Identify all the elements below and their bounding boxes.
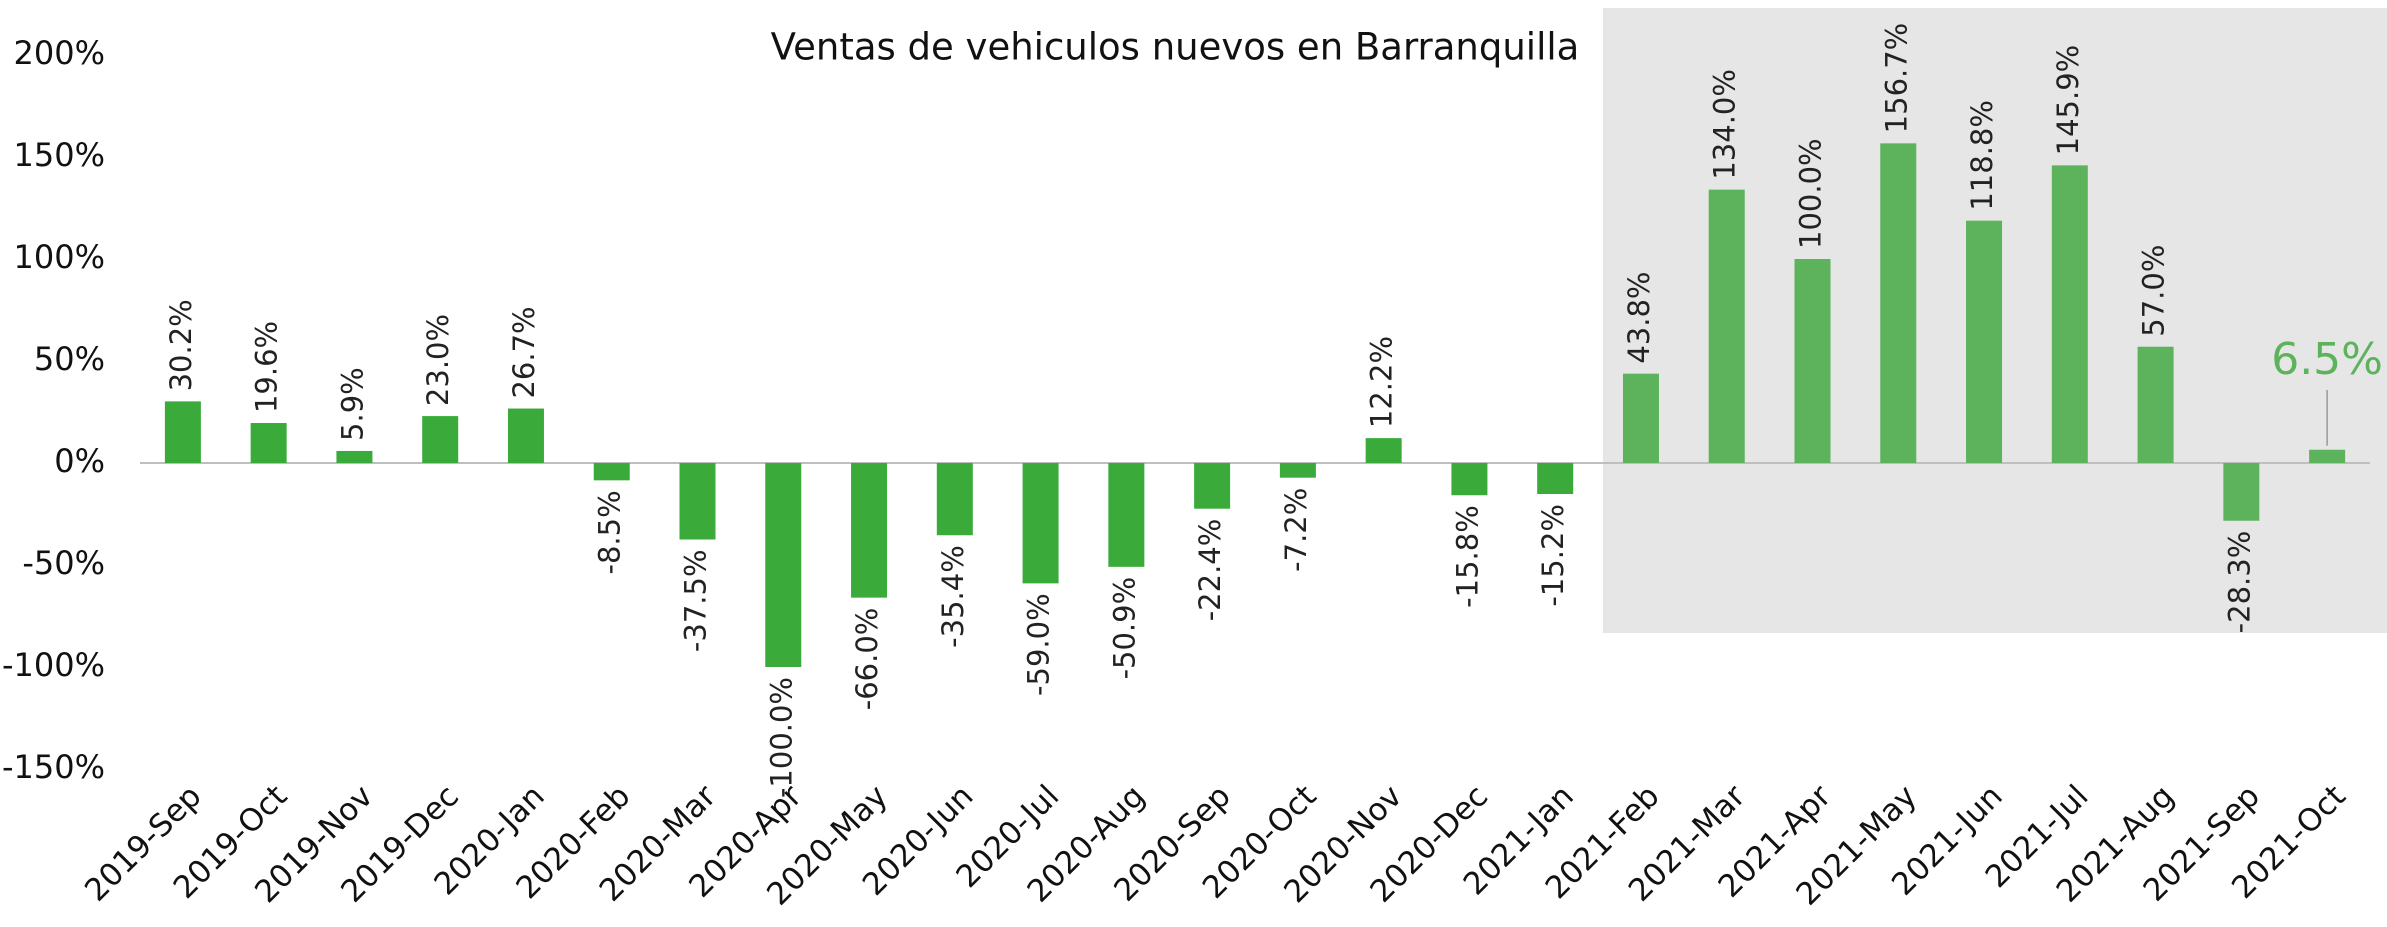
data-label: 134.0% [1708, 69, 1742, 180]
bar [765, 463, 802, 667]
data-label: -100.0% [764, 677, 798, 798]
y-tick-label: -50% [22, 544, 105, 582]
bar [1108, 463, 1145, 567]
bar [1966, 220, 2003, 463]
data-label: 57.0% [2137, 245, 2171, 337]
bar [1194, 463, 1231, 509]
bar [1451, 463, 1488, 496]
data-label: -35.4% [936, 545, 970, 648]
data-label: -59.0% [1022, 593, 1056, 696]
y-tick-label: 0% [54, 442, 105, 480]
y-tick-label: 50% [34, 340, 105, 378]
data-label: -15.2% [1536, 504, 1570, 607]
bar [1880, 143, 1917, 463]
bar [2051, 165, 2088, 463]
data-label: -28.3% [2222, 531, 2256, 634]
data-label: -66.0% [850, 608, 884, 711]
y-tick-label: -150% [2, 748, 105, 786]
bar [422, 416, 459, 463]
bar [1794, 259, 1831, 463]
data-label: 43.8% [1622, 272, 1656, 364]
y-tick-label: 100% [14, 238, 105, 276]
bar [2223, 463, 2260, 521]
data-label: 26.7% [507, 306, 541, 398]
bar [1279, 463, 1316, 478]
bar [2309, 449, 2346, 463]
y-tick-label: 150% [14, 136, 105, 174]
bar [936, 463, 973, 536]
data-label: 30.2% [164, 299, 198, 391]
bar [593, 463, 630, 481]
bar [1708, 189, 1745, 463]
bar [1022, 463, 1059, 584]
y-tick-label: 200% [14, 34, 105, 72]
y-tick-label: -100% [2, 646, 105, 684]
bar [851, 463, 888, 598]
data-label: -15.8% [1450, 505, 1484, 608]
data-label: 118.8% [1965, 100, 1999, 211]
bar [250, 423, 287, 463]
bar [164, 401, 201, 463]
data-label: 156.7% [1879, 23, 1913, 134]
data-label: 5.9% [335, 367, 369, 441]
bar [1622, 373, 1659, 463]
bar [1537, 463, 1574, 495]
bar [1365, 438, 1402, 463]
data-label: 23.0% [421, 314, 455, 406]
bar [507, 408, 544, 463]
data-label: 100.0% [1794, 138, 1828, 249]
chart-title: Ventas de vehiculos nuevos en Barranquil… [771, 26, 1580, 69]
data-label: 145.9% [2051, 45, 2085, 156]
data-label: 12.2% [1365, 336, 1399, 428]
bar [336, 450, 373, 463]
data-label: -50.9% [1107, 577, 1141, 680]
data-label: 19.6% [250, 321, 284, 413]
data-label: -7.2% [1279, 488, 1313, 572]
data-label: 6.5% [2271, 334, 2383, 385]
bar [2137, 346, 2174, 463]
bar [679, 463, 716, 540]
data-label: -37.5% [679, 550, 713, 653]
data-label: -22.4% [1193, 519, 1227, 622]
data-label: -8.5% [593, 490, 627, 574]
